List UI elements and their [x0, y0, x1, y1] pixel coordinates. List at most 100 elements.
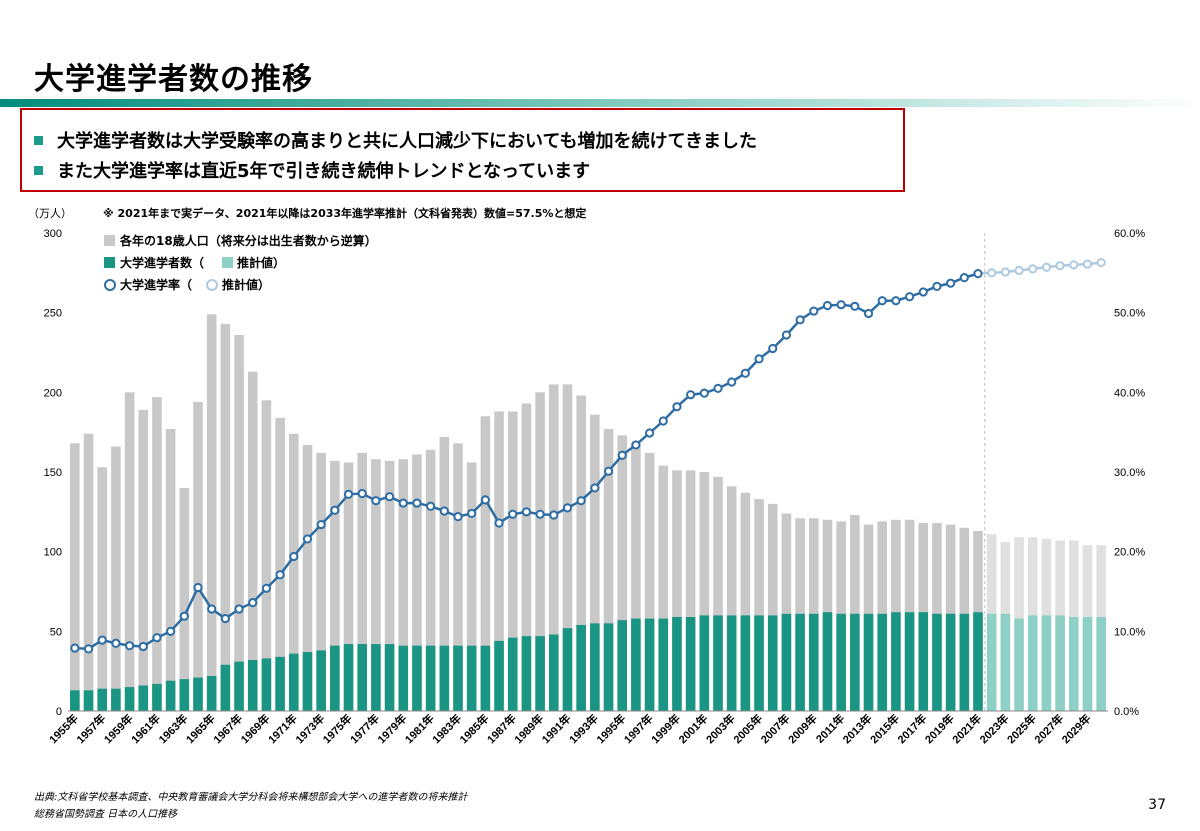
enrolled-bar [631, 618, 641, 711]
rate-point [658, 416, 668, 426]
rate-point [891, 296, 901, 306]
enrolled-bar [138, 685, 149, 711]
x-tick-label: 2009年 [785, 711, 820, 746]
x-tick-label: 1993年 [566, 711, 601, 746]
y-right-tick-label: 40.0% [1114, 387, 1145, 399]
enrolled-bar [247, 660, 258, 711]
population-bar [275, 417, 285, 711]
population-bar [494, 411, 504, 711]
rate-point [754, 354, 764, 364]
population-bar [590, 414, 600, 711]
population-bar [521, 403, 532, 711]
rate-point [384, 492, 395, 502]
legend-label-enrolled-estimate: 推計値） [237, 255, 285, 270]
population-bar [152, 397, 162, 711]
enrolled-bar [850, 613, 860, 711]
y-left-tick-label: 50 [50, 626, 62, 638]
rate-point [768, 343, 778, 354]
enrolled-bar [124, 687, 135, 711]
x-tick-label: 2007年 [758, 711, 793, 746]
x-tick-label: 2001年 [675, 711, 710, 746]
enrolled-bar [672, 616, 682, 711]
y-right-tick-label: 10.0% [1114, 626, 1145, 638]
enrolled-bar [425, 645, 436, 711]
population-bar [261, 400, 272, 711]
page-number: 37 [1148, 797, 1166, 813]
summary-text: 大学進学者数は大学受験率の高まりと共に人口減少下においても増加を続けてきました [57, 131, 758, 152]
x-tick-label: 2023年 [976, 711, 1011, 746]
enrolled-bar [945, 613, 956, 711]
enrolled-bar [357, 644, 367, 711]
chart-area: （万人） ※ 2021年まで実データ、2021年以降は2033年進学率推計（文科省… [0, 200, 1200, 790]
population-bar [138, 409, 149, 711]
rate-point [713, 383, 723, 393]
enrolled-bar [384, 644, 395, 711]
summary-box: 大学進学者数は大学受験率の高まりと共に人口減少下においても増加を続けてきました … [20, 108, 905, 192]
rate-point [959, 273, 969, 283]
rate-point [97, 635, 107, 645]
population-bar [466, 462, 477, 711]
rate-point [576, 496, 586, 506]
enrolled-bar [234, 661, 244, 711]
enrolled-bar [932, 613, 942, 711]
x-tick-label: 2017年 [894, 711, 929, 746]
rate-point [343, 489, 354, 499]
enrolled-bar [1027, 615, 1038, 711]
enrolled-bar [206, 675, 217, 711]
x-tick-label: 2021年 [949, 711, 984, 746]
enrolled-bar [877, 613, 887, 711]
y-right-tick-label: 60.0% [1114, 228, 1145, 240]
population-bar [617, 435, 627, 711]
enrolled-bar [70, 690, 80, 711]
legend-marker-rate-estimate [206, 279, 218, 291]
population-bar [507, 411, 518, 711]
enrolled-bar [220, 664, 231, 711]
chart-note: ※ 2021年まで実データ、2021年以降は2033年進学率推計（文科省発表）数… [103, 206, 586, 220]
x-tick-label: 1995年 [593, 711, 628, 746]
enrolled-bar [904, 612, 915, 711]
rate-point [781, 330, 792, 340]
enrolled-bar [398, 645, 409, 711]
rate-point [193, 582, 203, 593]
rate-point [83, 644, 94, 654]
rate-estimate-point [1041, 262, 1052, 272]
enrolled-bar [152, 683, 162, 711]
rate-point [699, 388, 709, 398]
rate-point [439, 506, 449, 516]
x-tick-label: 2013年 [840, 711, 875, 746]
enrolled-bar [576, 624, 586, 711]
rate-point [453, 512, 463, 522]
rate-estimate-point [1082, 259, 1093, 269]
population-bar [658, 465, 669, 711]
summary-item-2: また大学進学率は直近5年で引き続き続伸トレンドとなっています [34, 157, 590, 183]
population-bar [343, 462, 354, 711]
rate-point [877, 296, 887, 306]
rate-point [850, 301, 860, 311]
rate-point [261, 583, 272, 593]
population-bar [576, 395, 586, 711]
enrolled-bar [535, 636, 545, 711]
x-tick-label: 1989年 [511, 711, 546, 746]
population-bar [357, 452, 367, 711]
rate-point [179, 611, 189, 621]
rate-point [795, 315, 805, 325]
rate-point [727, 377, 737, 387]
y-left-tick-label: 150 [44, 467, 62, 479]
enrolled-bar [1041, 615, 1052, 711]
rate-estimate-point [1014, 265, 1024, 276]
enrolled-bar [466, 645, 477, 711]
enrolled-bar [795, 613, 805, 711]
enrolled-bar [562, 628, 573, 711]
rate-estimate-point [1055, 261, 1065, 271]
x-tick-label: 1997年 [621, 711, 656, 746]
enrolled-bar [973, 612, 983, 711]
enrolled-bar [1082, 616, 1093, 711]
population-bar [562, 384, 573, 711]
population-bar [740, 492, 751, 711]
summary-item-1: 大学進学者数は大学受験率の高まりと共に人口減少下においても増加を続けてきました [34, 127, 757, 153]
enrolled-bar [822, 612, 833, 711]
rate-point [740, 368, 750, 378]
rate-point [549, 510, 559, 520]
rate-point [932, 281, 942, 291]
legend-marker-rate [104, 279, 116, 291]
